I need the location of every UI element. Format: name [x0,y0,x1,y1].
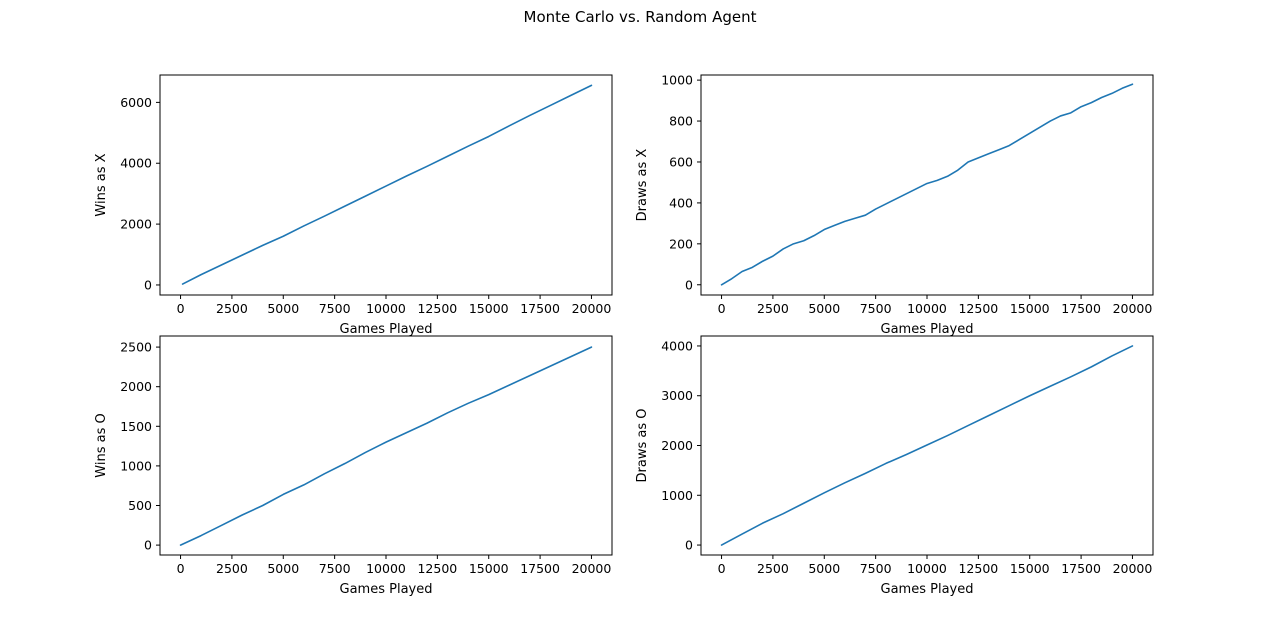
x-tick-label-draws-as-o: 10000 [907,561,947,576]
x-tick-label-wins-as-x: 20000 [572,301,612,316]
x-tick-label-wins-as-o: 20000 [572,561,612,576]
x-tick-label-wins-as-o: 12500 [417,561,457,576]
x-tick-label-draws-as-x: 7500 [860,301,892,316]
x-tick-label-wins-as-o: 17500 [520,561,560,576]
x-tick-label-draws-as-x: 17500 [1061,301,1101,316]
x-tick-label-wins-as-x: 5000 [267,301,299,316]
y-tick-label-draws-as-x: 200 [669,236,693,251]
y-tick-label-wins-as-o: 500 [128,498,152,513]
x-tick-label-wins-as-o: 5000 [267,561,299,576]
y-tick-label-draws-as-o: 4000 [661,338,693,353]
x-tick-label-wins-as-x: 2500 [216,301,248,316]
x-tick-label-wins-as-o: 15000 [469,561,509,576]
series-line-draws-as-x [720,83,1134,286]
x-tick-label-draws-as-x: 5000 [808,301,840,316]
x-tick-label-draws-as-o: 20000 [1113,561,1153,576]
y-tick-label-draws-as-o: 3000 [661,388,693,403]
x-axis-label-draws-as-o: Games Played [881,582,974,597]
series-line-wins-as-o [179,346,593,546]
x-tick-label-draws-as-x: 20000 [1113,301,1153,316]
x-tick-label-draws-as-o: 12500 [958,561,998,576]
x-tick-label-draws-as-o: 0 [718,561,726,576]
subplot-draws-as-x: 0 2500 5000 7500 10000 12500 15000 17500 20000 0 2… [635,73,1154,337]
x-tick-label-wins-as-o: 10000 [366,561,406,576]
y-tick-label-draws-as-o: 1000 [661,488,693,503]
x-tick-label-draws-as-x: 15000 [1010,301,1050,316]
x-tick-label-draws-as-o: 5000 [808,561,840,576]
subplot-wins-as-x: 0 2500 5000 7500 10000 12500 15000 17500 20000 0 2… [94,74,613,337]
x-tick-label-draws-as-x: 12500 [958,301,998,316]
y-tick-label-wins-as-x: 2000 [120,217,152,232]
y-axis-label-wins-as-o: Wins as O [94,413,109,477]
x-tick-label-wins-as-x: 15000 [469,301,509,316]
y-axis-label-wins-as-x: Wins as X [94,153,109,216]
x-tick-label-wins-as-x: 10000 [366,301,406,316]
x-tick-label-wins-as-o: 2500 [216,561,248,576]
y-axis-label-draws-as-o: Draws as O [635,409,650,483]
x-tick-label-draws-as-o: 17500 [1061,561,1101,576]
x-axis-label-wins-as-x: Games Played [340,322,433,337]
x-tick-label-draws-as-o: 15000 [1010,561,1050,576]
series-line-wins-as-x [181,84,593,285]
y-tick-label-wins-as-o: 0 [144,538,152,553]
y-tick-label-wins-as-o: 1000 [120,458,152,473]
x-tick-label-wins-as-x: 12500 [417,301,457,316]
y-tick-label-draws-as-x: 400 [669,195,693,210]
x-tick-label-wins-as-x: 7500 [319,301,351,316]
y-tick-label-wins-as-x: 6000 [120,95,152,110]
x-tick-label-wins-as-x: 17500 [520,301,560,316]
series-line-draws-as-o [720,345,1134,546]
y-tick-label-wins-as-o: 2000 [120,379,152,394]
figure-title: Monte Carlo vs. Random Agent [523,8,757,26]
y-tick-label-wins-as-o: 2500 [120,340,152,355]
y-tick-label-draws-as-x: 1000 [661,73,693,88]
x-tick-label-draws-as-x: 0 [718,301,726,316]
x-tick-label-draws-as-x: 2500 [757,301,789,316]
axes-frame-draws-as-x [700,74,1154,296]
y-tick-label-draws-as-x: 600 [669,154,693,169]
y-tick-label-wins-as-x: 0 [144,277,152,292]
x-tick-label-draws-as-o: 2500 [757,561,789,576]
subplot-wins-as-o: 0 2500 5000 7500 10000 12500 15000 17500 20000 0 5… [94,335,613,597]
x-tick-label-draws-as-o: 7500 [860,561,892,576]
y-tick-label-wins-as-x: 4000 [120,156,152,171]
x-axis-label-draws-as-x: Games Played [881,322,974,337]
y-tick-label-draws-as-x: 0 [685,277,693,292]
y-tick-label-draws-as-o: 2000 [661,438,693,453]
subplot-draws-as-o: 0 2500 5000 7500 10000 12500 15000 17500 20000 0 1… [635,335,1154,597]
x-tick-label-draws-as-x: 10000 [907,301,947,316]
y-tick-label-wins-as-o: 1500 [120,419,152,434]
x-tick-label-wins-as-o: 0 [177,561,185,576]
y-tick-label-draws-as-x: 800 [669,114,693,129]
y-tick-label-draws-as-o: 0 [685,538,693,553]
x-tick-label-wins-as-o: 7500 [319,561,351,576]
y-axis-label-draws-as-x: Draws as X [635,149,650,222]
x-tick-label-wins-as-x: 0 [177,301,185,316]
x-axis-label-wins-as-o: Games Played [340,582,433,597]
